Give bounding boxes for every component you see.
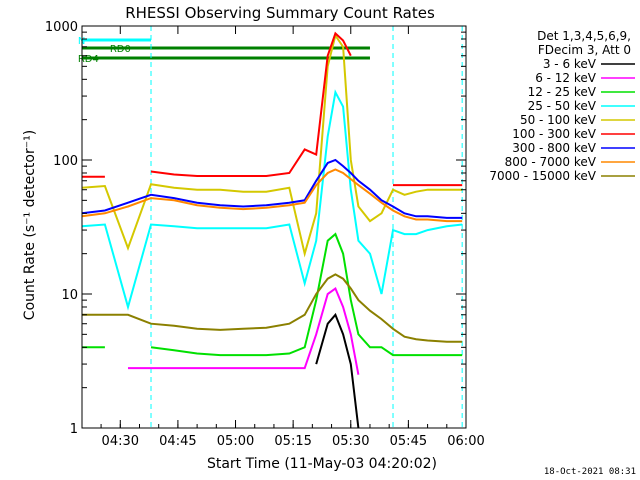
y-tick-label: 100: [53, 154, 78, 169]
series-line: [315, 312, 360, 429]
series-line: [81, 89, 463, 311]
legend-entry-label: 3 - 6 keV: [543, 57, 597, 71]
y-tick-label: 1000: [45, 20, 78, 35]
x-axis-label: Start Time (11-May-03 04:20:02): [207, 456, 437, 472]
series-lines: [81, 31, 463, 429]
legend-entry-label: 300 - 800 keV: [512, 141, 596, 155]
legend: Det 1,3,4,5,6,9,FDecim 3, Att 03 - 6 keV…: [489, 29, 635, 183]
series-line: [81, 168, 463, 223]
series-line: [150, 31, 352, 177]
legend-entry-label: 12 - 25 keV: [528, 85, 597, 99]
x-tick-label: 04:30: [102, 434, 139, 449]
series-line: [81, 33, 463, 258]
legend-entry-label: 25 - 50 keV: [528, 99, 597, 113]
series-line: [81, 273, 463, 343]
legend-entry-label: 7000 - 15000 keV: [489, 169, 596, 183]
x-tick-label: 04:45: [159, 434, 196, 449]
series-line: [150, 232, 463, 357]
legend-entry-label: 50 - 100 keV: [520, 113, 597, 127]
legend-header: Det 1,3,4,5,6,9,: [537, 29, 631, 43]
chart-title: RHESSI Observing Summary Count Rates: [125, 4, 435, 22]
legend-entry-label: 6 - 12 keV: [535, 71, 597, 85]
series-line: [81, 158, 463, 219]
y-tick-label: 10: [61, 288, 78, 303]
timestamp: 18-Oct-2021 08:31: [544, 467, 636, 477]
x-tick-label: 05:45: [390, 434, 427, 449]
y-tick-label: 1: [70, 422, 78, 437]
x-tick-label: 05:15: [274, 434, 311, 449]
x-tick-label: 05:30: [332, 434, 369, 449]
axes: 04:30 04:45 05:00 05:15 05:30 05:45 06:00 1 10 10…: [45, 20, 485, 449]
x-tick-label: 05:00: [217, 434, 254, 449]
legend-entry-label: 800 - 7000 keV: [505, 155, 597, 169]
y-axis-label: Count Rate (s⁻¹ detector⁻¹): [22, 130, 38, 320]
series-line: [128, 286, 360, 375]
legend-entry-label: 100 - 300 keV: [512, 127, 596, 141]
status-bar-label: RD4: [78, 54, 99, 65]
status-bar-label: RD0: [110, 44, 131, 55]
legend-header: FDecim 3, Att 0: [538, 43, 631, 57]
x-tick-label: 06:00: [447, 434, 484, 449]
